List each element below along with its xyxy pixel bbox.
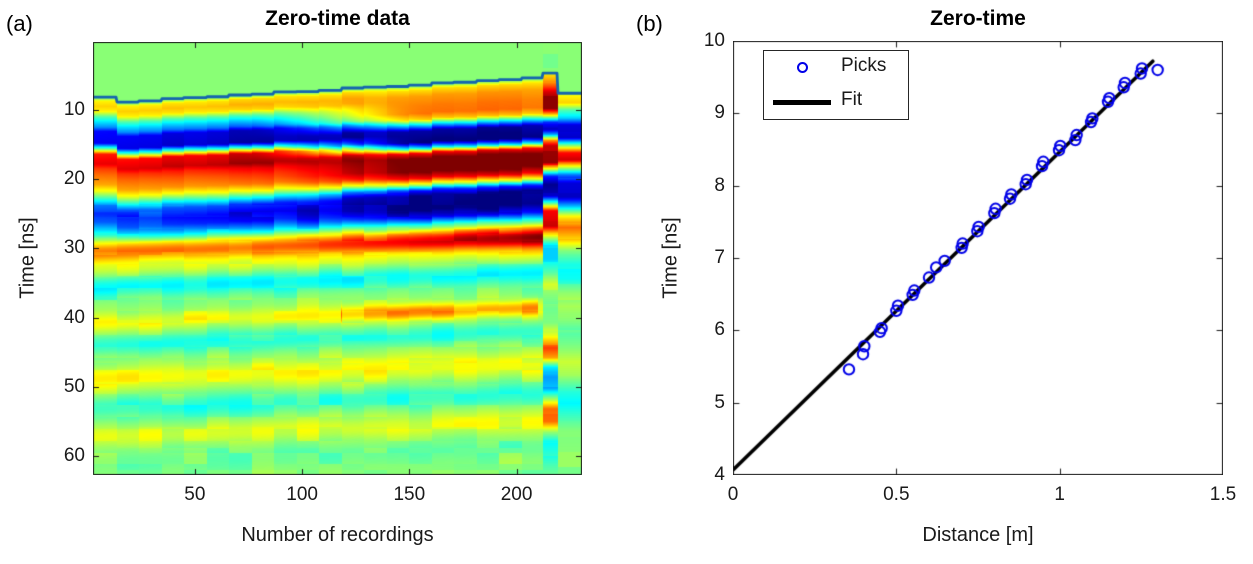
panel-b-title: Zero-time [930, 7, 1026, 30]
panel-a-xlabel: Number of recordings [241, 524, 434, 546]
panel-a-x-tick-label: 50 [184, 484, 206, 505]
panel-b-y-tick-label: 8 [714, 174, 725, 196]
panel-b-y-tick-label: 5 [714, 391, 725, 413]
legend-item-picks: Picks [764, 51, 908, 85]
panel-a-x-tick-label: 200 [500, 484, 533, 505]
panel-a-y-tick-label: 50 [63, 375, 85, 397]
panel-b-y-tick-label: 10 [703, 30, 725, 51]
legend-fit-label: Fit [841, 89, 863, 110]
panel-a-x-tick-label: 150 [393, 484, 426, 505]
panel-b-y-tick-label: 7 [714, 247, 725, 268]
panel-b-x-tick-label: 0.5 [883, 484, 910, 505]
fit-marker-icon [773, 100, 831, 105]
panel-a-y-tick-label: 30 [63, 237, 85, 259]
panel-b-x-tick-label: 1 [1054, 484, 1065, 505]
panel-a-y-tick-label: 20 [63, 168, 85, 190]
legend-picks-label: Picks [841, 55, 887, 76]
panel-b-y-tick-label: 9 [714, 102, 725, 124]
panel-b-y-tick-label: 4 [714, 464, 725, 485]
legend-item-fit: Fit [764, 85, 908, 119]
picks-marker-icon [797, 62, 808, 73]
panel-a-y-tick-label: 10 [63, 98, 85, 120]
panel-b-x-tick-label: 1.5 [1209, 484, 1237, 505]
panel-a-x-tick-label: 100 [286, 484, 318, 505]
panel-b-x-tick-label: 0 [727, 484, 739, 505]
radargram-heatmap-canvas [93, 42, 582, 475]
panel-b-letter: (b) [636, 11, 663, 36]
panel-a-title: Zero-time data [265, 7, 410, 30]
panel-b-y-tick-label: 6 [714, 319, 725, 341]
panel-a-letter: (a) [6, 11, 33, 36]
panel-a-y-tick-label: 40 [63, 306, 85, 328]
legend: Picks Fit [763, 50, 909, 120]
panel-b-xlabel: Distance [m] [922, 524, 1034, 546]
panel-a-y-tick-label: 60 [63, 444, 85, 466]
